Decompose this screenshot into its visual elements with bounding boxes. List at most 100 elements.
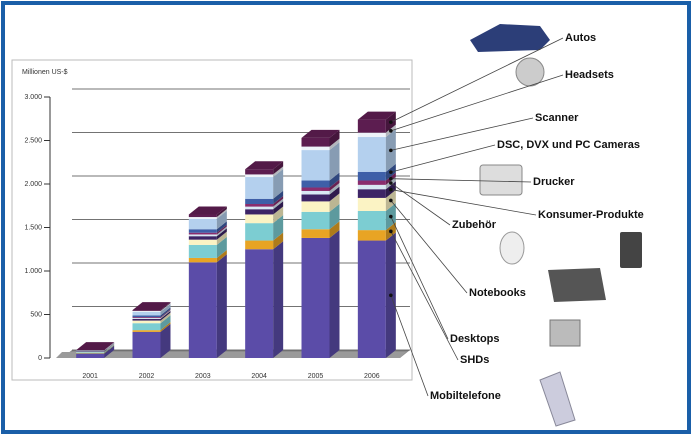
leader-dot xyxy=(389,188,393,192)
bar-segment xyxy=(358,120,386,133)
bar-segment xyxy=(245,209,273,214)
mouse-image xyxy=(500,232,524,264)
bar-segment xyxy=(133,312,161,315)
leader-dot xyxy=(389,170,393,174)
leader-dot xyxy=(389,215,393,219)
legend-label: Mobiltelefone xyxy=(430,390,501,402)
leader-dot xyxy=(389,199,393,203)
notebook-image xyxy=(548,268,606,302)
bar-segment xyxy=(189,214,217,217)
bar-segment xyxy=(245,223,273,240)
bar-segment xyxy=(133,319,161,321)
legend-label: DSC, DVX und PC Cameras xyxy=(497,139,640,151)
leader-dot xyxy=(389,120,393,124)
bar-segment xyxy=(245,214,273,223)
bar-segment xyxy=(76,352,104,353)
desktop-image xyxy=(550,320,580,346)
bar-segment xyxy=(358,133,386,137)
bar-segment xyxy=(133,323,161,330)
bar-segment xyxy=(245,199,273,204)
x-tick-label: 2002 xyxy=(139,373,155,380)
bar-segment xyxy=(302,229,330,238)
bar-segment xyxy=(358,137,386,172)
bar-segment xyxy=(302,187,330,190)
bar-segment xyxy=(358,172,386,181)
bar-segment xyxy=(302,150,330,180)
bar-segment xyxy=(133,310,161,311)
bar-segment xyxy=(358,211,386,230)
bar-segment xyxy=(189,229,217,232)
bar-segment xyxy=(302,201,330,211)
chart: Millionen US-$ 0 500 1.000 1.500 2.000 2.500 3… xyxy=(0,0,692,435)
bar-segment xyxy=(189,219,217,229)
bar-segment xyxy=(245,207,273,210)
bar-segment xyxy=(245,249,273,358)
y-tick-label: 0 xyxy=(38,355,42,362)
bar-segment xyxy=(189,217,217,219)
legend-label: Zubehör xyxy=(452,219,497,231)
bar-segment xyxy=(358,230,386,240)
y-tick-label: 1.000 xyxy=(24,268,42,275)
leader-dot xyxy=(389,149,393,153)
printer-image xyxy=(480,165,522,195)
legend-label: Desktops xyxy=(450,333,500,345)
leader-dot xyxy=(389,181,393,185)
legend-label: Autos xyxy=(565,32,596,44)
y-tick-label: 1.500 xyxy=(24,224,42,231)
bar-segment xyxy=(302,181,330,188)
bar-side xyxy=(330,230,340,358)
bar-segment xyxy=(133,317,161,318)
y-tick-label: 2.500 xyxy=(24,137,42,144)
bar-segment xyxy=(245,241,273,250)
bar-segment xyxy=(189,240,217,245)
bar-segment xyxy=(302,194,330,201)
bar-segment xyxy=(358,189,386,198)
leader-dot xyxy=(389,129,393,133)
bar-segment xyxy=(245,177,273,199)
y-tick-label: 3.000 xyxy=(24,94,42,101)
bar-segment xyxy=(76,354,104,358)
bar-segment xyxy=(189,258,217,262)
bar-segment xyxy=(189,233,217,235)
legend-label: SHDs xyxy=(460,354,489,366)
bar-segment xyxy=(133,332,161,358)
bar-segment xyxy=(302,138,330,147)
bar-side xyxy=(217,254,227,358)
y-tick-label: 500 xyxy=(30,311,42,318)
bar-segment xyxy=(245,174,273,177)
bar-segment xyxy=(245,204,273,207)
bar-segment xyxy=(133,318,161,319)
bar-segment xyxy=(133,321,161,324)
bar-segment xyxy=(358,241,386,358)
x-tick-label: 2003 xyxy=(195,373,211,380)
bar-segment xyxy=(302,238,330,358)
legend-label: Notebooks xyxy=(469,287,526,299)
bar-segment xyxy=(133,311,161,312)
bar-segment xyxy=(133,330,161,332)
x-tick-label: 2001 xyxy=(82,373,98,380)
bar-segment xyxy=(189,236,217,239)
bar-segment xyxy=(302,191,330,194)
bar-segment xyxy=(189,245,217,258)
legend-label: Headsets xyxy=(565,69,614,81)
leader-dot xyxy=(389,230,393,234)
x-tick-label: 2006 xyxy=(364,373,380,380)
bar-segment xyxy=(302,212,330,229)
bar-segment xyxy=(358,185,386,189)
legend-label: Scanner xyxy=(535,112,579,124)
bar-segment xyxy=(189,234,217,236)
bar-segment xyxy=(133,315,161,317)
headset-image xyxy=(516,58,544,86)
bar-side xyxy=(273,241,283,358)
legend-label: Konsumer-Produkte xyxy=(538,209,644,221)
x-tick-label: 2005 xyxy=(308,373,324,380)
x-tick-label: 2004 xyxy=(251,373,267,380)
y-tick-label: 2.000 xyxy=(24,181,42,188)
pda-image xyxy=(620,232,642,268)
leader-dot xyxy=(389,177,393,181)
bar-segment xyxy=(358,181,386,185)
y-axis-label: Millionen US-$ xyxy=(22,69,68,76)
leader-dot xyxy=(389,293,393,297)
bar-segment xyxy=(245,169,273,174)
bar-segment xyxy=(358,198,386,211)
